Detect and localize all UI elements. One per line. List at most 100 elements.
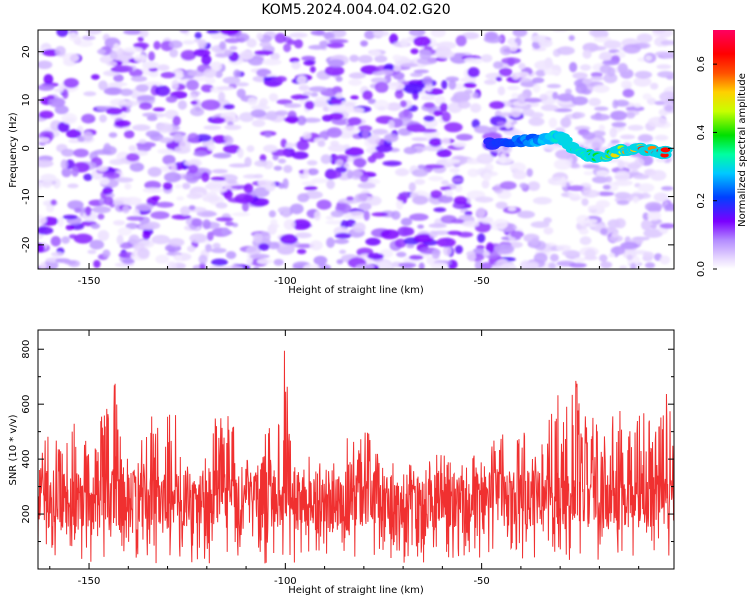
- heatmap-cell: [603, 40, 622, 49]
- heatmap-cell: [632, 196, 640, 204]
- heatmap-cell: [291, 219, 311, 230]
- heatmap-x-label: Height of straight line (km): [288, 285, 424, 296]
- heatmap-cell: [236, 88, 246, 99]
- heatmap-cell: [447, 259, 458, 269]
- heatmap-cell: [602, 184, 611, 190]
- heatmap-cell: [326, 179, 335, 190]
- heatmap-cell: [341, 126, 360, 134]
- heatmap-cell: [296, 75, 307, 85]
- heatmap-cell: [531, 237, 540, 246]
- heatmap-cell: [210, 61, 222, 71]
- heatmap-cell: [430, 190, 443, 199]
- heatmap-cell: [659, 223, 674, 229]
- heatmap-cell: [329, 112, 344, 121]
- heatmap-cell: [190, 90, 201, 96]
- heatmap-cell: [394, 238, 407, 248]
- heatmap-cell: [453, 196, 468, 205]
- heatmap-cell: [518, 62, 526, 70]
- heatmap-cell: [599, 254, 608, 262]
- heatmap-cell: [258, 102, 266, 107]
- heatmap-cell: [189, 233, 207, 243]
- heatmap-cell: [209, 187, 228, 193]
- heatmap-cell: [276, 99, 293, 105]
- heatmap-cell: [132, 124, 151, 131]
- heatmap-cell: [223, 135, 232, 142]
- heatmap-cell: [309, 66, 316, 73]
- heatmap-cell: [267, 241, 280, 250]
- heatmap-cell: [97, 213, 105, 220]
- heatmap-cell: [139, 102, 153, 110]
- heatmap-cell: [126, 153, 140, 162]
- heatmap-cell: [622, 88, 635, 98]
- heatmap-cell: [583, 171, 594, 176]
- heatmap-cell: [273, 165, 283, 171]
- heatmap-cell: [116, 65, 134, 73]
- heatmap-cell: [429, 230, 438, 238]
- heatmap-cell: [113, 220, 126, 226]
- heatmap-cell: [67, 183, 79, 189]
- heatmap-cell: [352, 222, 366, 233]
- x-tick-label: -150: [78, 576, 101, 587]
- heatmap-cell: [117, 227, 132, 236]
- y-tick-label: 800: [21, 340, 32, 359]
- heatmap-cell: [610, 139, 620, 144]
- heatmap-cell: [294, 39, 303, 49]
- heatmap-cell: [302, 264, 321, 269]
- heatmap-cell: [242, 201, 249, 212]
- heatmap-cell: [374, 81, 389, 93]
- heatmap-cell: [301, 55, 316, 62]
- heatmap-cell: [411, 137, 428, 142]
- heatmap-cell: [150, 211, 170, 220]
- heatmap-cell: [436, 149, 452, 158]
- heatmap-cell: [317, 140, 326, 147]
- heatmap-cell: [417, 224, 424, 229]
- heatmap-cell: [480, 262, 493, 269]
- heatmap-cell: [290, 94, 310, 100]
- heatmap-cell: [383, 133, 399, 143]
- heatmap-cell: [330, 98, 343, 106]
- heatmap-cell: [347, 156, 354, 163]
- heatmap-cell: [137, 247, 150, 259]
- heatmap-cell: [647, 210, 662, 221]
- heatmap-cell: [52, 178, 61, 189]
- heatmap-cell: [272, 223, 280, 229]
- heatmap-cell: [614, 192, 631, 199]
- heatmap-cell: [139, 30, 149, 38]
- heatmap-cell: [634, 70, 653, 79]
- heatmap-cell: [188, 164, 199, 174]
- heatmap-cell: [412, 195, 429, 205]
- heatmap-cell: [553, 159, 572, 170]
- heatmap-cell: [322, 32, 335, 38]
- y-tick-label: 600: [21, 395, 32, 414]
- heatmap-cell: [358, 202, 372, 211]
- heatmap-cell: [447, 230, 462, 236]
- heatmap-cell: [596, 191, 615, 197]
- heatmap-cell: [114, 120, 131, 128]
- heatmap-cell: [151, 234, 170, 245]
- heatmap-cell: [144, 180, 162, 190]
- heatmap-cell: [157, 148, 175, 154]
- heatmap-cell: [369, 50, 382, 57]
- heatmap-cell: [441, 137, 451, 146]
- heatmap-cell: [278, 182, 285, 189]
- heatmap-cell: [174, 184, 182, 189]
- heatmap-cell: [656, 64, 672, 70]
- heatmap-cell: [313, 255, 328, 266]
- heatmap-cell: [247, 97, 258, 106]
- heatmap-cell: [572, 72, 588, 80]
- heatmap-cell: [330, 210, 344, 218]
- heatmap-cell: [519, 182, 528, 189]
- heatmap-cell: [246, 258, 254, 264]
- x-tick-label: -150: [78, 276, 101, 287]
- heatmap-cell: [283, 219, 296, 231]
- colorbar-label: Normalized spectral amplitude: [737, 73, 748, 227]
- heatmap-cell: [263, 76, 272, 81]
- heatmap-cell: [592, 176, 609, 184]
- heatmap-cell: [453, 141, 467, 148]
- heatmap-cell: [336, 259, 344, 265]
- heatmap-cell: [253, 174, 264, 179]
- heatmap-cell: [57, 121, 70, 133]
- heatmap-cell: [314, 210, 321, 221]
- heatmap-cell: [132, 208, 140, 217]
- heatmap-cell: [425, 164, 445, 169]
